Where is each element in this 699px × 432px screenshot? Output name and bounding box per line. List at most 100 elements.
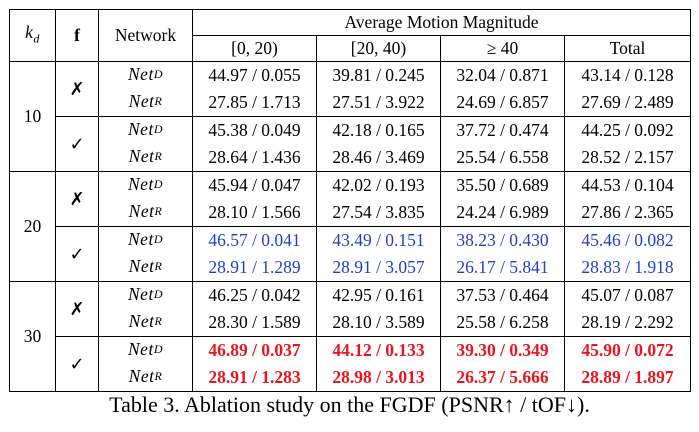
- network-superscript: D: [153, 287, 163, 301]
- metric-cell: 27.51 / 3.922: [316, 89, 441, 117]
- cross-mark: ✗: [55, 281, 99, 337]
- network-name: NetD: [98, 116, 193, 144]
- header-row-2: [0, 20) [20, 40) ≥ 40 Total: [10, 35, 692, 62]
- network-name: NetD: [98, 336, 193, 364]
- range-header: Total: [564, 35, 692, 62]
- table-row: NetR 28.64 / 1.436 28.46 / 3.469 25.54 / 6.…: [10, 144, 692, 172]
- metric-cell: 39.30 / 0.349: [440, 336, 565, 364]
- metric-cell: 35.50 / 0.689: [440, 171, 565, 199]
- metric-cell: 43.14 / 0.128: [564, 61, 692, 89]
- network-name: NetD: [98, 171, 193, 199]
- network-superscript: R: [154, 149, 163, 163]
- metric-cell: 42.02 / 0.193: [316, 171, 441, 199]
- metric-cell: 45.38 / 0.049: [192, 116, 317, 144]
- network-base: Net: [128, 201, 155, 221]
- metric-cell: 38.23 / 0.430: [440, 226, 565, 254]
- header-f: f: [55, 9, 99, 62]
- kd-value: 20: [9, 171, 56, 282]
- table-row: NetR 28.30 / 1.589 28.10 / 3.589 25.58 / 6.…: [10, 309, 692, 337]
- metric-cell: 28.46 / 3.469: [316, 144, 441, 172]
- network-name: NetD: [98, 281, 193, 309]
- table-row: ✓ NetD 46.57 / 0.041 43.49 / 0.151 38.23 / 0…: [10, 226, 692, 282]
- network-superscript: D: [153, 232, 163, 246]
- metric-cell: 44.97 / 0.055: [192, 61, 317, 89]
- network-superscript: D: [153, 122, 163, 136]
- network-superscript: R: [154, 204, 163, 218]
- table-row: 10 ✗ NetD 44.97 / 0.055 39.81 / 0.245 32.04 /…: [9, 61, 692, 172]
- table-row: NetR 28.91 / 1.283 28.98 / 3.013 26.37 / 5.…: [10, 364, 692, 392]
- network-name: NetD: [98, 226, 193, 254]
- metric-cell: 28.19 / 2.292: [564, 309, 692, 337]
- metric-cell: 28.52 / 2.157: [564, 144, 692, 172]
- network-superscript: D: [153, 67, 163, 81]
- network-name: NetR: [98, 364, 193, 392]
- ablation-table: kd f Network Average Motion Magnitude [0…: [9, 9, 692, 392]
- header-kd: kd: [9, 9, 56, 62]
- metric-cell: 46.25 / 0.042: [192, 281, 317, 309]
- table-row: ✓ NetD 46.89 / 0.037 44.12 / 0.133 39.30 / 0…: [10, 336, 692, 392]
- network-superscript: R: [154, 369, 163, 383]
- metric-cell: 46.57 / 0.041: [192, 226, 317, 254]
- network-base: Net: [128, 64, 154, 84]
- table-row: 20 ✗ NetD 45.94 / 0.047 42.02 / 0.193 35.50 /…: [9, 171, 692, 282]
- metric-cell: 28.10 / 3.589: [316, 309, 441, 337]
- metric-cell: 44.12 / 0.133: [316, 336, 441, 364]
- metric-cell: 32.04 / 0.871: [440, 61, 565, 89]
- kd-subscript: d: [33, 31, 40, 46]
- metric-cell: 24.69 / 6.857: [440, 89, 565, 117]
- table-row: ✓ NetD 45.38 / 0.049 42.18 / 0.165 37.72 / 0…: [10, 116, 692, 172]
- metric-cell: 27.85 / 1.713: [192, 89, 317, 117]
- check-mark: ✓: [55, 226, 99, 282]
- table-row: NetR 28.10 / 1.566 27.54 / 3.835 24.24 / 6.…: [10, 199, 692, 227]
- cross-mark: ✗: [55, 171, 99, 227]
- network-name: NetR: [98, 199, 193, 227]
- metric-cell: 39.81 / 0.245: [316, 61, 441, 89]
- network-name: NetR: [98, 144, 193, 172]
- network-base: Net: [128, 339, 154, 359]
- metric-cell: 37.72 / 0.474: [440, 116, 565, 144]
- network-superscript: D: [153, 342, 163, 356]
- metric-cell: 28.91 / 1.283: [192, 364, 317, 392]
- metric-cell: 27.69 / 2.489: [564, 89, 692, 117]
- network-base: Net: [128, 284, 154, 304]
- header-group: Average Motion Magnitude: [192, 9, 692, 36]
- network-base: Net: [128, 91, 155, 111]
- metric-cell: 45.90 / 0.072: [564, 336, 692, 364]
- metric-cell: 24.24 / 6.989: [440, 199, 565, 227]
- network-name: NetR: [98, 254, 193, 282]
- metric-cell: 28.64 / 1.436: [192, 144, 317, 172]
- metric-cell: 46.89 / 0.037: [192, 336, 317, 364]
- metric-cell: 44.53 / 0.104: [564, 171, 692, 199]
- network-base: Net: [128, 119, 154, 139]
- kd-value: 30: [9, 281, 56, 392]
- table-row: NetR 28.91 / 1.289 28.91 / 3.057 26.17 / 5.…: [10, 254, 692, 282]
- metric-cell: 25.54 / 6.558: [440, 144, 565, 172]
- metric-cell: 28.30 / 1.589: [192, 309, 317, 337]
- network-base: Net: [128, 311, 155, 331]
- network-superscript: R: [154, 314, 163, 328]
- metric-cell: 27.54 / 3.835: [316, 199, 441, 227]
- cross-mark: ✗: [55, 61, 99, 117]
- metric-cell: 45.07 / 0.087: [564, 281, 692, 309]
- metric-cell: 44.25 / 0.092: [564, 116, 692, 144]
- metric-cell: 28.91 / 3.057: [316, 254, 441, 282]
- metric-cell: 28.83 / 1.918: [564, 254, 692, 282]
- table-body: 10 ✗ NetD 44.97 / 0.055 39.81 / 0.245 32.04 /…: [9, 61, 692, 392]
- table-container: kd f Network Average Motion Magnitude [0…: [9, 9, 692, 392]
- kd-label: k: [25, 21, 34, 42]
- metric-cell: 42.95 / 0.161: [316, 281, 441, 309]
- header-row-1: kd f Network Average Motion Magnitude: [9, 9, 692, 62]
- network-base: Net: [128, 256, 155, 276]
- table-row: 30 ✗ NetD 46.25 / 0.042 42.95 / 0.161 37.53 /…: [9, 281, 692, 392]
- check-mark: ✓: [55, 116, 99, 172]
- range-header: [20, 40): [316, 35, 441, 62]
- metric-cell: 26.37 / 5.666: [440, 364, 565, 392]
- kd-value: 10: [9, 61, 56, 172]
- range-header: [0, 20): [192, 35, 317, 62]
- metric-cell: 42.18 / 0.165: [316, 116, 441, 144]
- network-superscript: R: [154, 94, 163, 108]
- network-base: Net: [128, 174, 154, 194]
- check-mark: ✓: [55, 336, 99, 392]
- metric-cell: 25.58 / 6.258: [440, 309, 565, 337]
- network-name: NetD: [98, 61, 193, 89]
